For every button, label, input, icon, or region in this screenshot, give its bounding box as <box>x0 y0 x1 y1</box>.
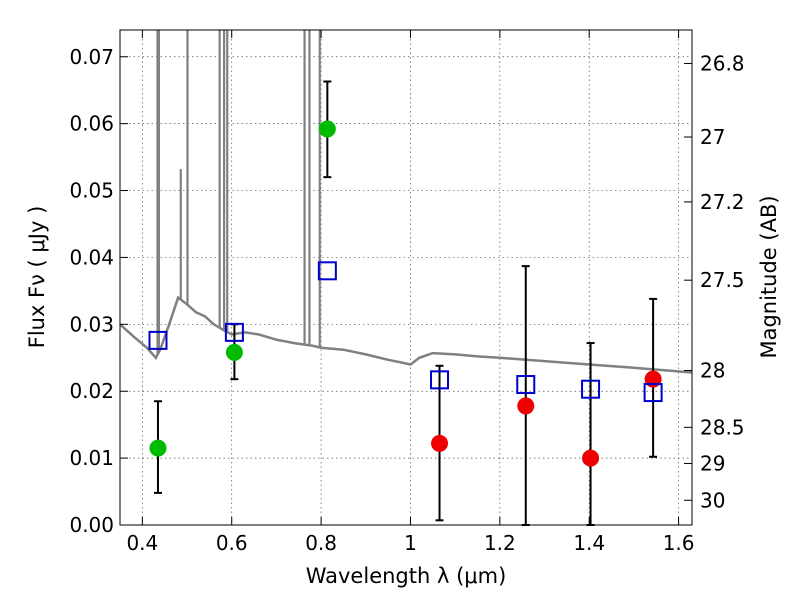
x-tick-label: 1.6 <box>663 531 695 555</box>
x-tick-label: 1.4 <box>573 531 605 555</box>
model-point <box>224 322 244 342</box>
data-point <box>318 120 336 138</box>
y-tick-label: 0.01 <box>69 446 114 470</box>
y-tick-label: 0.07 <box>69 45 114 69</box>
data-point <box>517 397 535 415</box>
plot-frame <box>119 29 693 526</box>
errorbar-layer <box>153 80 658 526</box>
y2-tick-label: 27 <box>700 125 725 149</box>
model-point <box>148 330 168 350</box>
model-point <box>581 379 601 399</box>
x-axis-title: Wavelength λ (μm) <box>306 564 507 588</box>
marker-layer <box>148 120 663 467</box>
x-tick-label: 0.6 <box>216 531 248 555</box>
x-tick-label: 0.4 <box>126 531 158 555</box>
x-tick-label: 0.8 <box>305 531 337 555</box>
y2-tick-label: 29 <box>700 451 725 475</box>
model-point <box>643 383 663 403</box>
y2-tick-label: 30 <box>700 488 725 512</box>
y-tick-label: 0.04 <box>69 245 114 269</box>
model-point <box>430 370 450 390</box>
y-tick-label: 0.00 <box>69 513 114 537</box>
data-point <box>431 434 449 452</box>
data-point <box>225 343 243 361</box>
y-tick-label: 0.02 <box>69 379 114 403</box>
y-tick-label: 0.06 <box>69 112 114 136</box>
grid-layer <box>120 30 692 526</box>
y-axis-title: Flux Fν ( μJy ) <box>25 206 49 349</box>
y2-tick-label: 27.2 <box>700 190 745 214</box>
x-tick-label: 1 <box>404 531 417 555</box>
model-point <box>516 375 536 395</box>
y2-tick-label: 28 <box>700 358 725 382</box>
y2-tick-label: 26.8 <box>700 51 745 75</box>
model-point <box>317 261 337 281</box>
y2-tick-label: 28.5 <box>700 415 745 439</box>
data-point <box>149 439 167 457</box>
data-point <box>582 449 600 467</box>
x-tick-label: 1.2 <box>484 531 516 555</box>
y-tick-label: 0.03 <box>69 312 114 336</box>
y2-tick-label: 27.5 <box>700 268 745 292</box>
y2-axis-title: Magnitude (AB) <box>757 195 781 358</box>
model-spectrum <box>120 30 692 374</box>
tick-layer: 0.4 0.6 0.8 1 1.2 1.4 1.6 0.00 0.01 0.02 0.03 0.04 0… <box>69 30 745 555</box>
y-tick-label: 0.05 <box>69 179 114 203</box>
model-continuum-line <box>120 295 692 374</box>
